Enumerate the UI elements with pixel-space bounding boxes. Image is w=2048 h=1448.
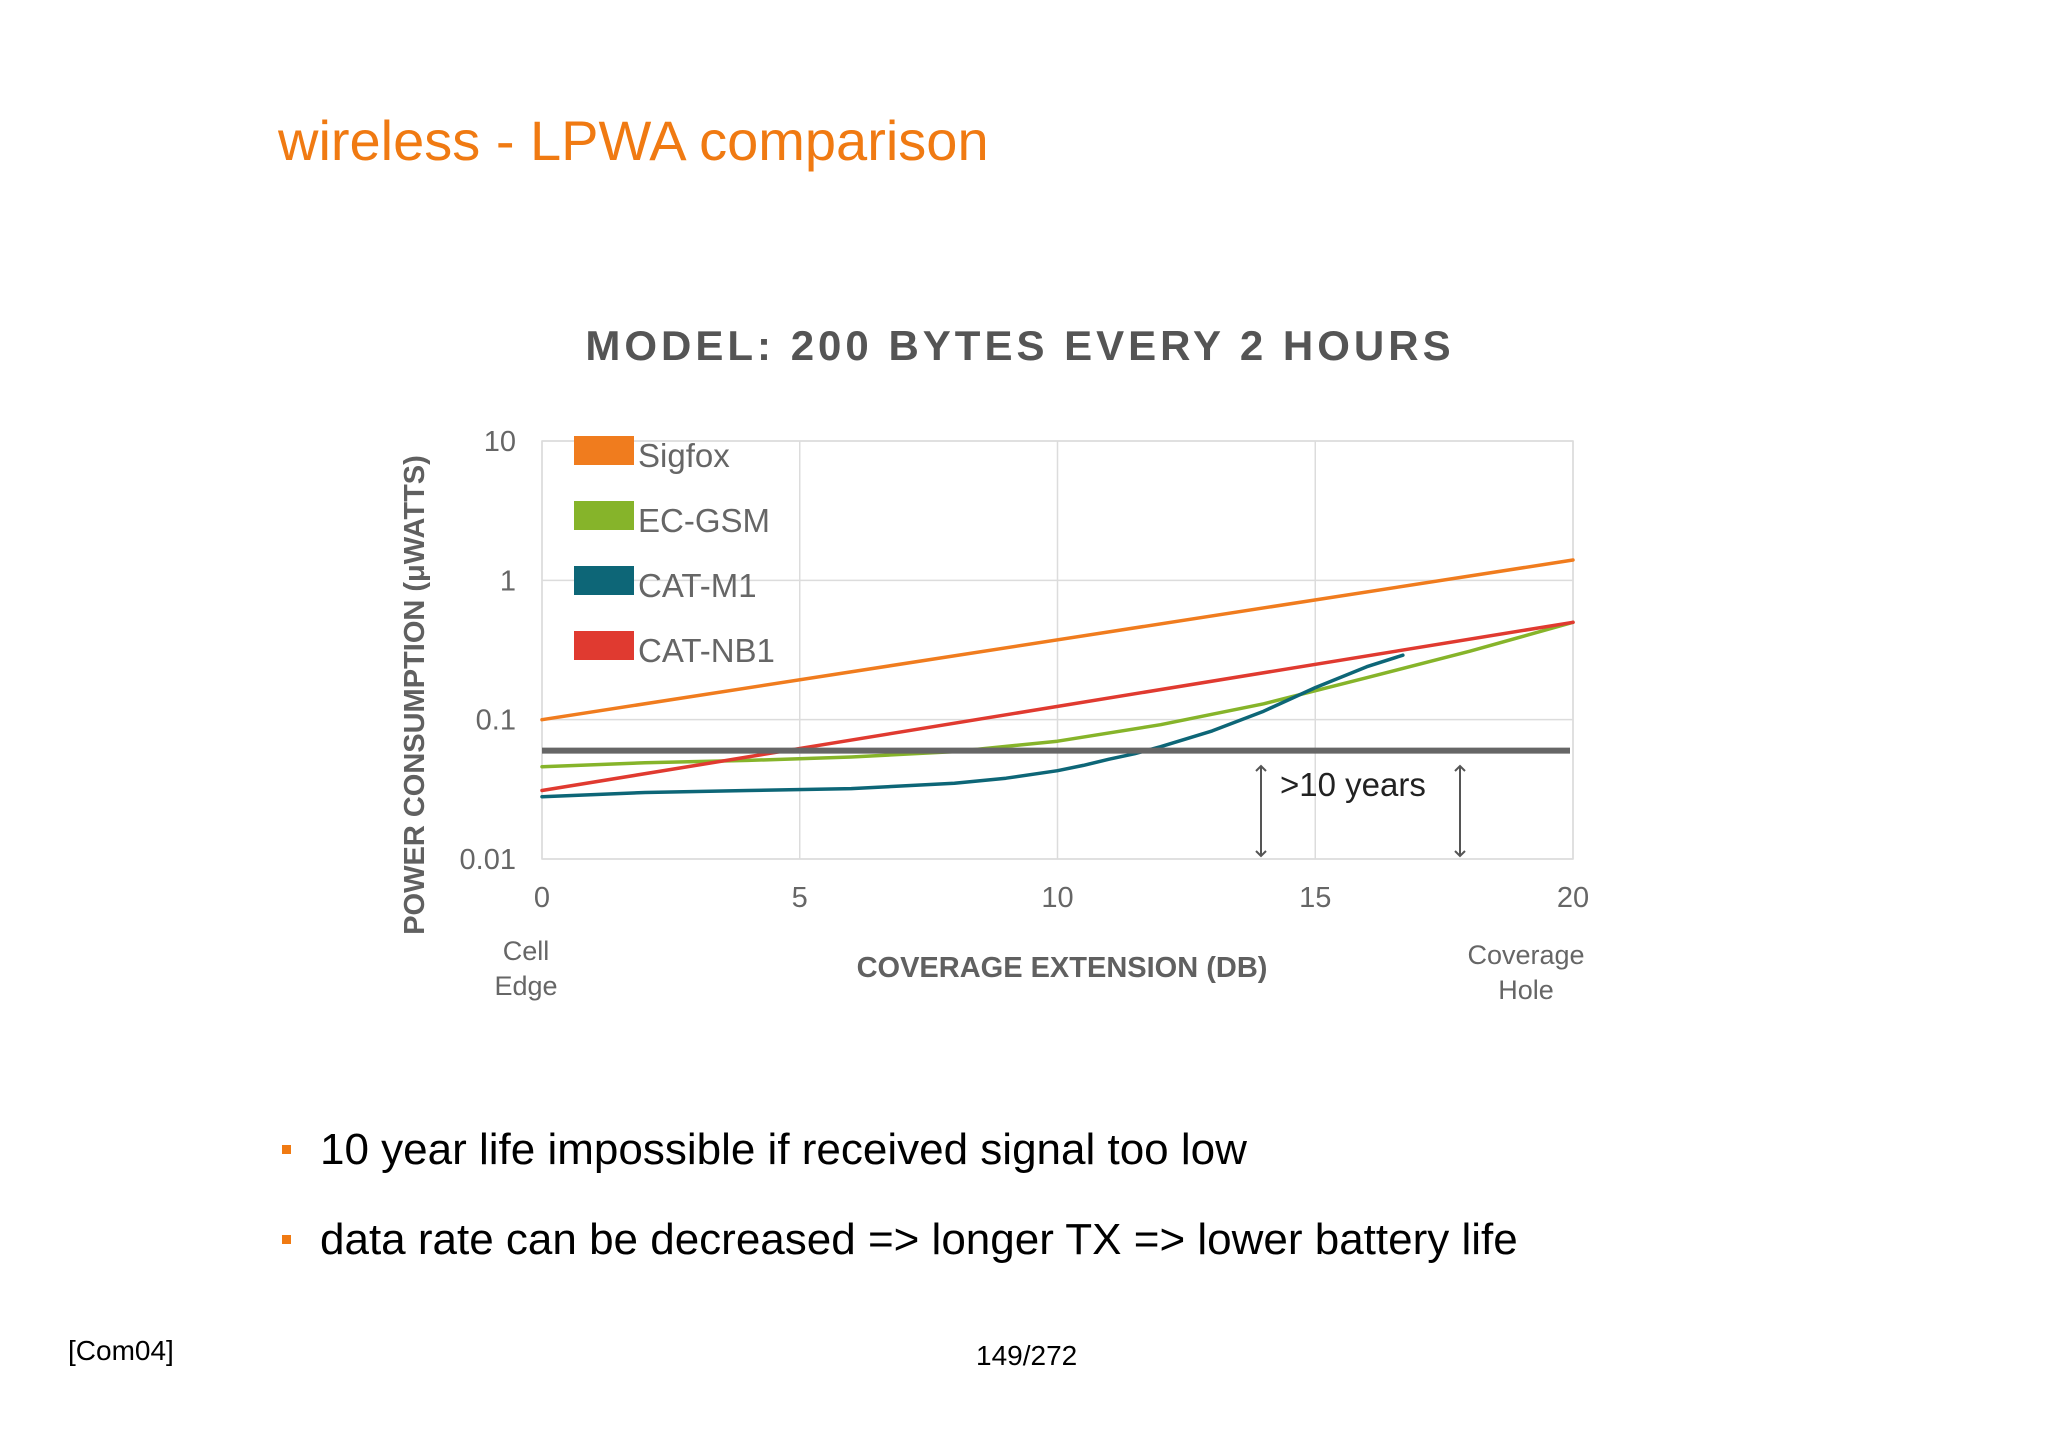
x-tick-label: 15 [1299, 882, 1331, 914]
bullet-item: 10 year life impossible if received sign… [282, 1125, 1518, 1215]
series-line-sigfox [540, 558, 1575, 722]
slide-title: wireless - LPWA comparison [278, 109, 989, 172]
x-tick-label: 0 [534, 882, 550, 914]
citation: [Com04] [68, 1335, 174, 1366]
chart-legend: Sigfox EC-GSM CAT-M1 CAT-NB1 [574, 436, 775, 669]
legend-label: EC-GSM [638, 502, 770, 539]
x-end-label-left-line1: Cell [503, 936, 550, 966]
legend-swatch [574, 631, 634, 660]
data-series [540, 558, 1575, 799]
threshold-label: >10 years [1280, 766, 1426, 803]
legend-label: CAT-NB1 [638, 632, 775, 669]
series-line-cat-m1 [540, 653, 1405, 799]
threshold-group: >10 years [542, 747, 1570, 858]
y-tick-label: 10 [484, 426, 516, 458]
y-tick-label: 0.1 [476, 705, 516, 737]
legend-label: Sigfox [638, 437, 730, 474]
chart-title: MODEL: 200 BYTES EVERY 2 HOURS [585, 322, 1454, 369]
x-tick-label: 10 [1041, 882, 1073, 914]
legend-label: CAT-M1 [638, 567, 757, 604]
legend-swatch [574, 501, 634, 530]
bullet-square-icon [282, 1235, 291, 1244]
bullet-item: data rate can be decreased => longer TX … [282, 1215, 1518, 1305]
y-tick-label: 1 [500, 565, 516, 597]
page-number: 149/272 [976, 1340, 1078, 1371]
y-tick-label: 0.01 [460, 844, 516, 876]
y-axis-label: POWER CONSUMPTION (μWATTS) [399, 455, 431, 935]
x-axis-label: COVERAGE EXTENSION (DB) [857, 952, 1268, 984]
tick-labels: 0 5 10 15 20 10 1 0.1 0.01 [460, 426, 1590, 914]
x-end-label-left-line2: Edge [494, 971, 557, 1001]
x-end-label-right-line2: Hole [1498, 975, 1554, 1005]
bullet-list: 10 year life impossible if received sign… [282, 1125, 1518, 1305]
legend-swatch [574, 566, 634, 595]
x-tick-label: 5 [792, 882, 808, 914]
x-end-label-right-line1: Coverage [1467, 940, 1584, 970]
series-line-cat-nb1 [540, 620, 1575, 793]
x-tick-label: 20 [1557, 882, 1589, 914]
legend-swatch [574, 436, 634, 465]
bullet-text: data rate can be decreased => longer TX … [320, 1215, 1518, 1264]
bullet-square-icon [282, 1145, 291, 1154]
bullet-text: 10 year life impossible if received sign… [320, 1125, 1247, 1174]
